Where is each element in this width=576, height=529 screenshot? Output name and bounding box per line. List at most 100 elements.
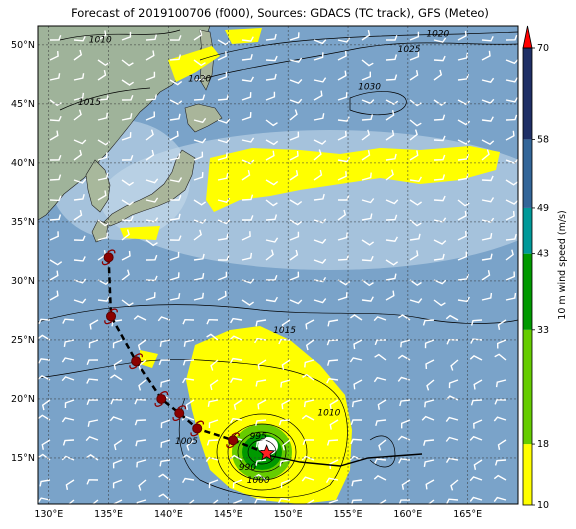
wind-barb	[217, 71, 228, 81]
wind-barb	[481, 50, 491, 61]
wind-barb	[97, 30, 107, 41]
wind-barb	[446, 498, 459, 504]
wind-barb	[265, 237, 279, 243]
wind-barb	[49, 259, 63, 266]
wind-barb	[241, 54, 253, 61]
colorbar-tick-label: 49	[537, 203, 549, 214]
wind-barb	[313, 276, 327, 283]
wind-barb	[254, 498, 267, 504]
wind-barb	[193, 117, 207, 124]
wind-barb	[169, 54, 182, 61]
wind-barb	[505, 77, 518, 83]
wind-barb	[385, 214, 398, 221]
wind-barb	[185, 399, 195, 410]
lon-tick-label: 160°E	[393, 509, 422, 520]
wind-barb	[457, 251, 467, 261]
wind-barb	[277, 497, 291, 504]
wind-barb	[361, 99, 375, 105]
isobar-label: 1005	[175, 437, 198, 447]
wind-barb	[186, 439, 195, 451]
wind-barb	[457, 199, 470, 207]
map-title: Forecast of 2019100706 (f000), Sources: …	[71, 6, 489, 20]
wind-barb	[61, 417, 75, 423]
wind-barb	[145, 275, 158, 282]
wind-barb	[496, 339, 507, 349]
wind-barb	[313, 218, 327, 224]
wind-barb	[281, 359, 291, 370]
wind-barb	[73, 209, 83, 221]
wind-barb	[386, 35, 398, 41]
wind-barb	[505, 114, 518, 121]
wind-barb	[433, 135, 446, 142]
wind-barb	[49, 195, 62, 202]
wind-barb	[457, 99, 471, 106]
wind-barb	[313, 258, 327, 264]
colorbar-segment	[523, 48, 532, 140]
wind-barb	[282, 439, 291, 451]
wind-barb	[265, 179, 279, 186]
wind-barb	[289, 271, 300, 281]
wind-barb	[505, 130, 515, 141]
forecast-track-line	[261, 453, 423, 467]
wind-barb	[497, 439, 507, 450]
wind-barb	[505, 271, 516, 281]
wind-barb	[397, 354, 411, 361]
wind-barb	[73, 109, 82, 121]
wind-barb	[97, 94, 110, 101]
wind-barb	[91, 499, 99, 504]
wind-barb	[401, 419, 411, 429]
wind-barb	[112, 479, 123, 489]
lat-tick-label: 20°N	[11, 394, 35, 405]
colorbar-tick-label: 18	[537, 439, 549, 450]
wind-barb	[409, 176, 423, 183]
wind-barb	[433, 195, 446, 202]
wind-barb	[255, 379, 267, 387]
wind-barb	[424, 399, 435, 408]
wind-barb	[109, 416, 123, 422]
wind-barb	[470, 399, 483, 406]
wind-barb	[265, 199, 278, 207]
lat-tick-label: 50°N	[11, 40, 35, 51]
wind-barb	[409, 298, 423, 304]
wind-barb	[181, 377, 195, 384]
colorbar-segment	[523, 207, 532, 254]
wind-barb	[265, 214, 278, 221]
wind-barb	[470, 319, 483, 326]
wind-barb	[433, 37, 447, 43]
wind-barb	[169, 235, 182, 241]
wind-barb	[409, 70, 419, 81]
wind-barb	[61, 376, 75, 382]
wind-barb	[73, 149, 83, 161]
wind-barb	[313, 90, 323, 101]
wind-barb	[253, 337, 267, 344]
wind-barb	[337, 37, 351, 43]
wind-barb	[505, 158, 518, 165]
wind-barb	[73, 256, 86, 262]
wind-barbs	[38, 29, 518, 504]
wind-barb	[448, 379, 459, 389]
wind-barb	[145, 94, 158, 101]
wind-barb	[409, 219, 422, 227]
wind-barb	[73, 235, 86, 242]
wind-barb	[138, 379, 147, 391]
wind-barb	[433, 299, 446, 307]
wind-barb	[433, 279, 447, 285]
wind-barb	[256, 439, 267, 448]
typhoon-symbol	[190, 420, 205, 437]
wind-barb	[217, 51, 227, 61]
wind-barb	[158, 359, 171, 366]
wind-barb	[169, 153, 181, 161]
wind-barb	[495, 379, 507, 388]
wind-barb	[158, 493, 171, 501]
wind-barb	[49, 73, 61, 81]
wind-barb	[445, 436, 459, 442]
honshu-island	[103, 149, 196, 227]
wind-barb	[373, 376, 387, 383]
wind-barb	[422, 319, 435, 326]
wind-barb	[450, 479, 459, 491]
wind-barb	[427, 499, 435, 504]
wind-barb	[385, 290, 395, 301]
wind-barb	[337, 254, 350, 261]
wind-barb	[145, 149, 155, 161]
wind-barb	[208, 479, 219, 489]
